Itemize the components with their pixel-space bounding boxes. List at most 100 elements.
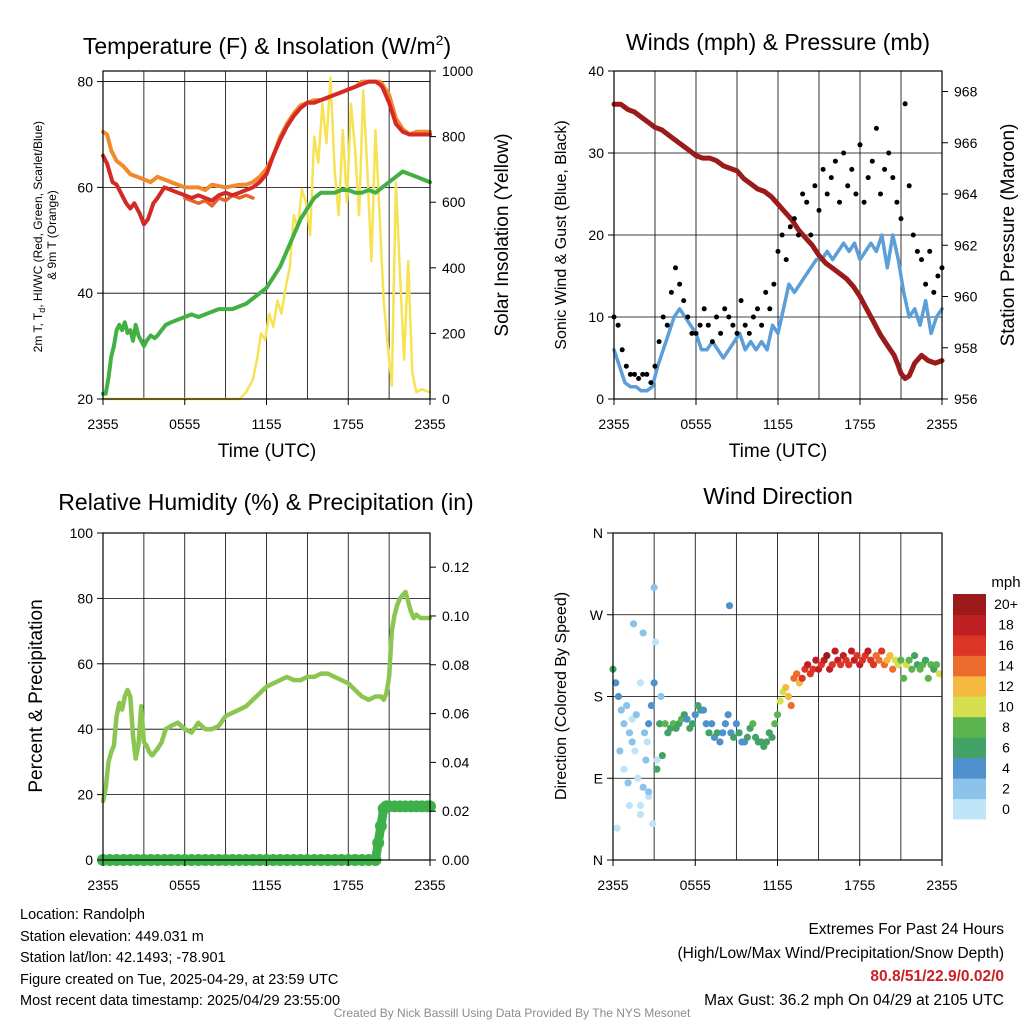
wind-direction-point	[823, 652, 831, 660]
wind-direction-point	[708, 720, 716, 728]
y2-tick-label: 958	[954, 340, 978, 356]
wind-direction-point	[643, 738, 651, 746]
y2-tick-label: 0.10	[442, 608, 469, 624]
extremes-subtitle: (High/Low/Max Wind/Precipitation/Snow De…	[677, 944, 1005, 962]
wind-direction-point	[639, 783, 647, 791]
wind-direction-point	[636, 679, 645, 687]
y-tick-label: 40	[588, 63, 604, 79]
wind-gust-point	[845, 183, 851, 189]
wind-direction-point	[853, 652, 861, 660]
wind-gust-point	[673, 265, 678, 271]
x-tick-label: 2355	[87, 877, 118, 893]
x-tick-label: 0555	[680, 416, 711, 432]
y-tick-label: 100	[70, 525, 94, 541]
extremes-summary: Extremes For Past 24 Hours (High/Low/Max…	[678, 918, 1005, 1012]
wind-direction-point	[924, 674, 932, 682]
wind-direction-point	[653, 765, 661, 773]
wind-gust-point	[796, 232, 801, 238]
y-tick-label: 60	[77, 656, 93, 672]
wind-gust-point	[693, 330, 699, 336]
y2-tick-label: 0.00	[442, 852, 469, 868]
wind-direction-point	[620, 720, 628, 728]
wind-direction-point	[908, 665, 916, 673]
wind-direction-point	[628, 738, 636, 746]
wind-gust-point	[722, 306, 728, 312]
wind-direction-point	[713, 729, 721, 737]
wind-gust-point	[627, 371, 633, 377]
wind-direction-point	[836, 661, 845, 669]
y-tick-label: E	[594, 770, 603, 786]
y2-tick-label: 0.08	[442, 657, 469, 673]
wind-direction-point	[845, 661, 853, 669]
wind-gust-point	[832, 158, 838, 164]
wind-gust-point	[677, 281, 683, 287]
wind-gust-point	[775, 248, 781, 254]
y-tick-label: 20	[588, 227, 604, 243]
wind-direction-point	[831, 647, 839, 655]
precipitation-point	[372, 836, 385, 849]
wind-direction-point	[771, 720, 779, 728]
wind-direction-point	[631, 747, 639, 755]
wind-direction-point	[613, 824, 621, 832]
wind-direction-point	[645, 720, 653, 728]
colorbar-segment	[953, 778, 986, 800]
wind-direction-point	[724, 711, 732, 719]
y2-tick-label: 800	[442, 129, 466, 145]
y2-tick-label: 956	[954, 391, 978, 407]
dewpoint-line	[101, 169, 432, 396]
y-tick-label: 10	[588, 309, 604, 325]
extremes-values: 80.8/51/22.9/0.02/0	[870, 968, 1004, 985]
wind-direction-point	[847, 647, 856, 655]
wind-gust-point	[619, 347, 625, 353]
wind-direction-grid	[613, 533, 942, 860]
wind-direction-point	[719, 729, 727, 737]
x-tick-label: 1755	[844, 877, 875, 893]
y-tick-label: 0	[85, 852, 93, 868]
wind-gust-point	[787, 224, 793, 230]
x-tick-label: 1155	[251, 877, 281, 893]
wind-direction-point	[683, 715, 691, 723]
wind-direction-point	[636, 810, 645, 819]
wind-gust-point	[660, 314, 666, 320]
x-tick-label: 1155	[763, 416, 793, 432]
wind-gust-point	[718, 330, 724, 336]
station-info: Location: Randolph Station elevation: 44…	[20, 905, 340, 1013]
wind-direction-point	[886, 652, 894, 660]
winds-x-axis-title: Time (UTC)	[729, 441, 828, 462]
colorbar-label: 14	[998, 658, 1014, 674]
insolation-y2-axis-title: Solar Insolation (Yellow)	[492, 133, 513, 336]
colorbar-label: 16	[998, 637, 1014, 653]
wind-gust-point	[886, 150, 892, 156]
wind-direction-point	[658, 751, 666, 760]
wind-direction-point	[650, 583, 658, 592]
colorbar-segment	[953, 655, 986, 677]
winds-series	[611, 101, 945, 393]
wind-gust-point	[816, 207, 822, 213]
wind-gust-point	[820, 166, 826, 172]
wind-direction-point	[702, 720, 710, 728]
wind-direction-point	[768, 733, 776, 741]
wind-gust-point	[759, 322, 765, 328]
wind-direction-point	[657, 692, 665, 701]
wind-gust-point	[734, 330, 740, 336]
temperature-ticks: 2355 0555 1155 1755 235520406080020040060080…	[77, 63, 473, 432]
wind-gust-point	[644, 371, 650, 377]
y2-tick-label: 0.12	[442, 559, 469, 575]
wind-direction-point	[809, 665, 817, 673]
wind-gust-point	[824, 191, 830, 197]
wind-gust-point	[869, 158, 875, 164]
wind-gust-point	[927, 248, 933, 254]
x-tick-label: 1755	[333, 877, 364, 893]
wind-direction-y-axis-title: Direction (Colored By Speed)	[553, 592, 570, 800]
wind-direction-point	[735, 729, 743, 737]
wind-direction-point	[773, 711, 782, 719]
humidity-panel-title: Relative Humidity (%) & Precipitation (i…	[58, 489, 473, 515]
wind-direction-point	[624, 779, 632, 787]
wind-direction-point	[642, 756, 650, 764]
heat-index-line	[183, 193, 255, 208]
wind-direction-point	[629, 620, 638, 628]
wind-direction-point	[617, 706, 625, 714]
wind-direction-point	[793, 670, 801, 678]
wind-direction-point	[636, 801, 645, 810]
x-tick-label: 0555	[169, 416, 200, 432]
